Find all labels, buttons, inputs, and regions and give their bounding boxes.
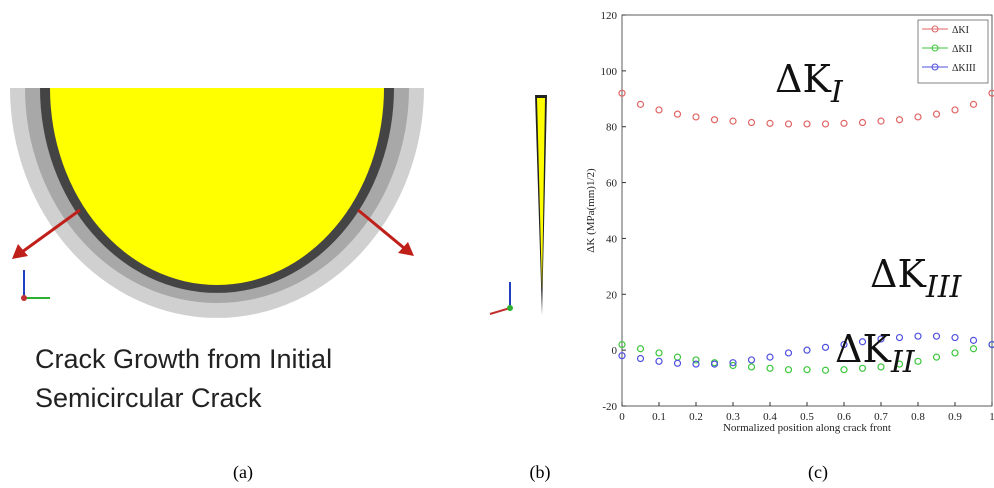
x-tick-label: 0.2 [689, 411, 703, 423]
x-tick-label: 0.9 [948, 411, 962, 423]
y-tick-label: 20 [606, 289, 618, 301]
y-tick-label: 0 [612, 345, 618, 357]
axis-triad [21, 270, 50, 301]
y-tick-label: 100 [601, 66, 618, 78]
y-tick-label: 40 [606, 233, 618, 245]
y-tick-label: 80 [606, 122, 618, 134]
panel-label: (b) [530, 462, 551, 483]
annotation-base: ΔK [775, 57, 831, 101]
figure: Crack Growth from Initial Semicircular C… [0, 0, 994, 488]
panel-label: (c) [808, 462, 828, 483]
x-axis-label: Normalized position along crack front [723, 422, 891, 434]
annotation-base: ΔK [870, 252, 926, 296]
y-axis-label: ΔK (MPa(mm)1/2) [585, 168, 597, 253]
legend-label: ΔKI [952, 25, 969, 36]
arrow-head [12, 244, 28, 259]
caption: Crack Growth from Initial [35, 344, 332, 374]
annotation-subscript: I [830, 75, 844, 110]
axis-triad [490, 282, 513, 314]
legend-label: ΔKII [952, 44, 972, 55]
caption: Semicircular Crack [35, 383, 262, 413]
panel-label: (a) [233, 462, 253, 483]
x-tick-label: 0.8 [911, 411, 925, 423]
annotation-base: ΔK [835, 327, 891, 371]
annotation-subscript: II [890, 345, 916, 380]
x-tick-label: 1 [989, 411, 994, 423]
y-tick-label: -20 [602, 401, 617, 413]
annotation-subscript: III [925, 270, 963, 305]
y-tick-label: 120 [601, 10, 618, 22]
y-tick-label: 60 [606, 178, 618, 190]
x-tick-label: 0.1 [652, 411, 666, 423]
legend-label: ΔKIII [952, 63, 976, 74]
x-tick-label: 0 [619, 411, 625, 423]
